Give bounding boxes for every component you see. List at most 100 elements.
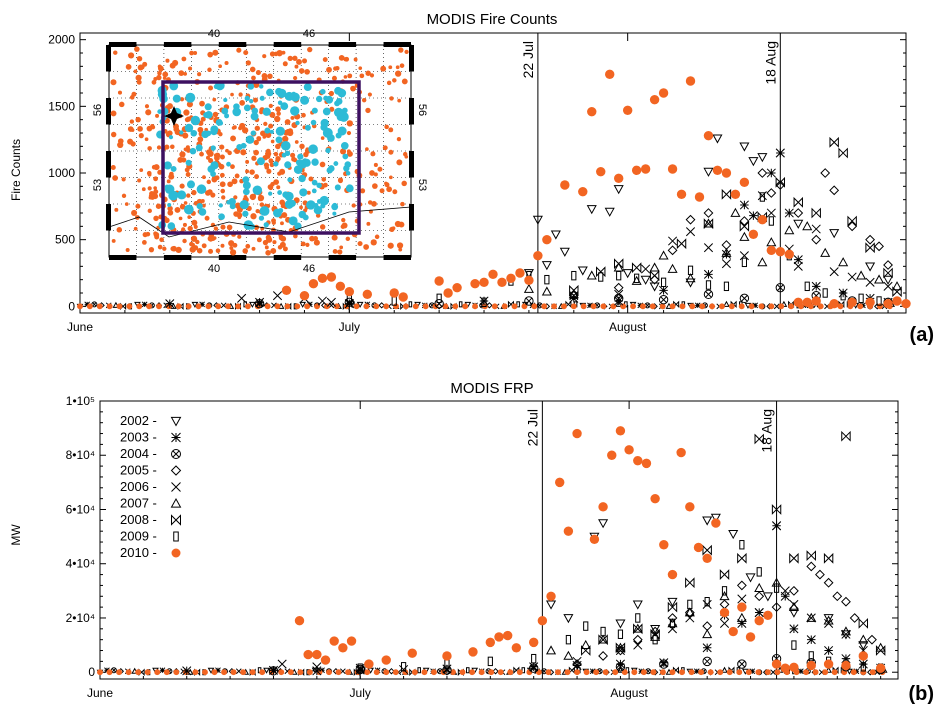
point-2005 <box>829 185 840 196</box>
fire-dot-2010 <box>117 90 123 95</box>
baseline-point-2010 <box>284 303 291 310</box>
baseline-point-2010 <box>345 669 352 676</box>
inset-border-seg <box>106 98 111 125</box>
point-2009 <box>583 621 589 631</box>
fire-dot-prior <box>269 129 274 134</box>
point-2010 <box>344 286 355 297</box>
fire-dot-2010 <box>170 144 175 150</box>
x-tick-label: June <box>87 686 113 700</box>
point-2005 <box>841 596 851 607</box>
fire-dot-2010 <box>326 66 332 73</box>
y-tick-label: 500 <box>55 233 75 247</box>
baseline-point <box>417 667 421 674</box>
fire-dot-2010 <box>245 159 250 164</box>
point-2007 <box>703 218 714 228</box>
fire-dot-2010 <box>148 193 153 198</box>
point-2002 <box>710 513 721 523</box>
fire-dot-2010 <box>367 92 372 97</box>
fire-dot-2010 <box>320 136 325 140</box>
baseline-point-2010 <box>472 303 478 310</box>
point-2009 <box>687 599 693 610</box>
baseline-point-2010 <box>230 669 237 676</box>
fire-dot-2010 <box>275 143 281 150</box>
fire-dot-2010 <box>231 178 238 185</box>
fire-dot-prior <box>204 103 212 111</box>
fire-dot-2010 <box>264 165 270 170</box>
fire-dot-prior <box>259 95 265 101</box>
point-2003 <box>615 659 625 669</box>
point-2010 <box>806 660 816 671</box>
fire-dot-2010 <box>281 50 286 55</box>
fire-dot-prior <box>218 213 225 221</box>
fire-dot-prior <box>342 153 349 160</box>
legend-label: 2008 - <box>120 512 157 527</box>
point-2010 <box>775 246 786 257</box>
point-2003 <box>858 659 868 669</box>
fire-dot-prior <box>167 203 172 208</box>
fire-dot-2010 <box>255 70 261 76</box>
point-2003 <box>784 208 794 218</box>
fire-dot-2010 <box>184 117 190 123</box>
baseline-point-2010 <box>459 669 466 676</box>
fire-dot-2010 <box>110 131 117 138</box>
point-2005 <box>847 221 858 232</box>
fire-dot-prior <box>284 191 294 201</box>
fire-dot-2010 <box>147 172 152 177</box>
fire-dot-2010 <box>230 164 235 170</box>
fire-dot-2010 <box>131 209 138 216</box>
inset-lat-label: 56 <box>416 104 428 116</box>
fire-dot-prior <box>277 100 283 105</box>
point-2006 <box>355 663 365 673</box>
point-2003 <box>702 643 712 653</box>
point-2006 <box>793 261 803 271</box>
fire-dot-prior <box>242 176 250 184</box>
fire-dot-2010 <box>231 126 236 130</box>
point-2010 <box>640 164 651 174</box>
point-2006 <box>277 659 287 669</box>
point-2003 <box>766 168 776 178</box>
point-2006 <box>772 521 782 531</box>
baseline-point-2010 <box>264 303 271 310</box>
point-2003 <box>793 255 803 265</box>
point-2007 <box>684 607 695 617</box>
fire-dot-2010 <box>147 186 152 191</box>
event-label: 22 Jul <box>524 409 540 446</box>
fire-dot-2010 <box>239 100 245 106</box>
fire-dot-2010 <box>398 47 404 53</box>
fire-dot-2010 <box>230 135 237 142</box>
point-2010 <box>667 569 678 580</box>
fire-dot-prior <box>280 102 289 111</box>
fire-dot-2010 <box>234 173 240 179</box>
fire-dot-2010 <box>208 248 214 254</box>
fire-dot-2010 <box>282 135 289 143</box>
fire-dot-2010 <box>242 248 248 254</box>
baseline-point-2010 <box>469 669 476 676</box>
fire-dot-2010 <box>284 119 291 125</box>
point-2008 <box>631 262 642 274</box>
fire-dot-prior <box>239 199 249 210</box>
point-2007 <box>823 615 834 625</box>
fire-dot-2010 <box>361 97 367 103</box>
point-2002 <box>823 614 834 624</box>
baseline-point-2010 <box>507 669 514 676</box>
point-2010 <box>524 275 534 286</box>
baseline-point <box>466 667 470 674</box>
fire-dot-2010 <box>212 49 219 56</box>
fire-dot-2010 <box>214 175 220 181</box>
fire-dot-prior <box>190 129 198 137</box>
inset-border-seg <box>106 45 111 72</box>
fire-dot-2010 <box>269 51 276 57</box>
point-2008 <box>841 430 851 442</box>
point-2007 <box>788 601 799 611</box>
point-2009 <box>600 626 606 637</box>
point-2005 <box>874 241 884 252</box>
baseline-point-2010 <box>442 303 449 310</box>
baseline-point-2010 <box>249 669 256 676</box>
baseline-point-2010 <box>620 303 627 310</box>
fire-dot-2010 <box>337 249 343 255</box>
fire-dot-2010 <box>186 193 191 198</box>
fire-dot-prior <box>190 115 201 126</box>
fire-dot-2010 <box>353 57 358 62</box>
baseline-point <box>408 301 413 308</box>
